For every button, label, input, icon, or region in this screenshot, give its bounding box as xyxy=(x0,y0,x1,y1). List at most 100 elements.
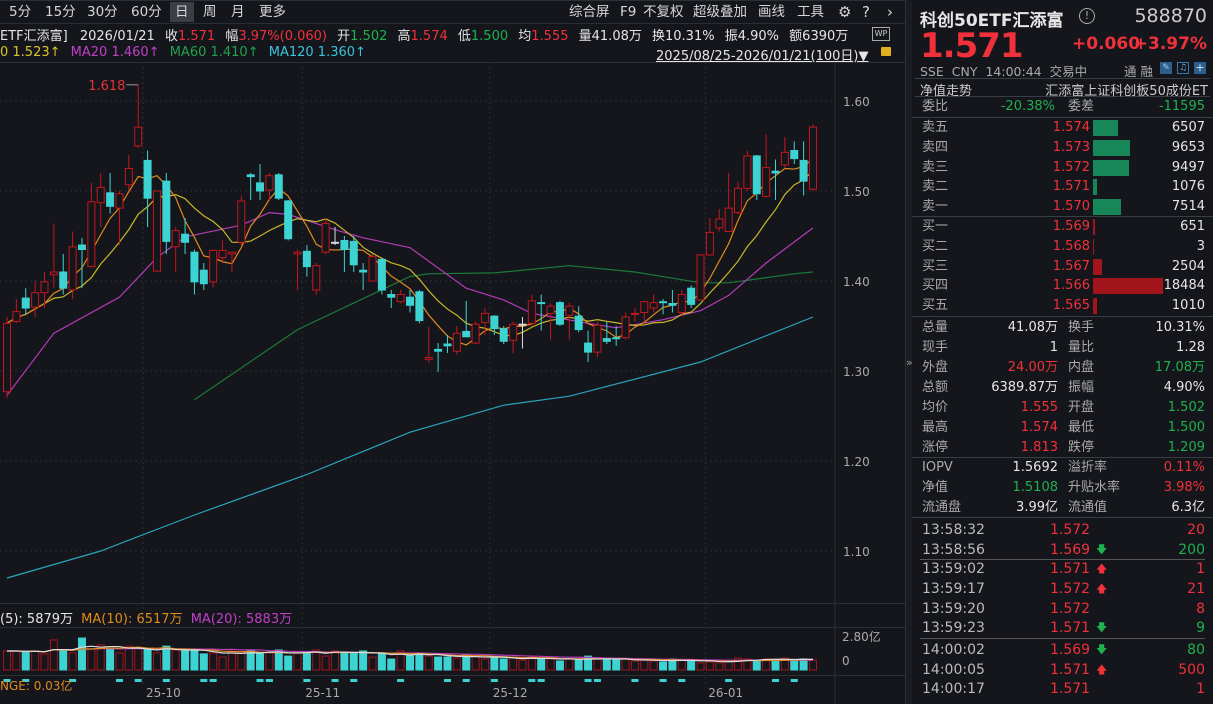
bid-level[interactable]: 买五 1.565 1010 xyxy=(920,296,1205,316)
stat-label: 流通值 xyxy=(1068,500,1108,515)
candle-body xyxy=(87,201,96,268)
period-tab-3[interactable]: 60分 xyxy=(131,4,162,20)
level-volume-bar xyxy=(1093,298,1097,315)
level-volume: 9497 xyxy=(1171,159,1205,175)
stat-value: 10.31% xyxy=(1155,320,1205,335)
period-tab-2[interactable]: 30分 xyxy=(87,4,118,20)
bid-level[interactable]: 买二 1.568 3 xyxy=(920,237,1205,257)
stat-label: 溢折率 xyxy=(1068,460,1108,475)
rong-flag: 融 xyxy=(1140,64,1154,79)
period-tab-4[interactable]: 日 xyxy=(170,2,194,22)
volume-bar xyxy=(237,651,246,671)
kline-chart[interactable]: 1.60 1.50 1.40 1.30 1.20 1.10 25-10 25-11 25-12 2… xyxy=(0,0,905,704)
volume-bar xyxy=(659,661,668,671)
divider xyxy=(912,117,1213,118)
trade-price: 1.572 xyxy=(1050,522,1091,538)
arrow-up-icon: 🡅 xyxy=(1096,562,1108,575)
tool-button-3[interactable]: 超级叠加 xyxy=(693,4,747,20)
nav-trend-row[interactable]: 净值走势 汇添富上证科创板50成份ET xyxy=(915,78,1210,99)
tool-button-5[interactable]: 工具 xyxy=(797,4,824,20)
candle-body xyxy=(668,303,677,306)
volume-bar xyxy=(490,656,499,671)
bid-level[interactable]: 买四 1.566 18484 xyxy=(920,276,1205,296)
chevron-right-icon[interactable]: › xyxy=(887,3,893,21)
candle-body xyxy=(387,294,396,298)
add-icon[interactable]: + xyxy=(1194,61,1206,74)
candle-body xyxy=(424,357,433,360)
stat-value: 1.209 xyxy=(1167,440,1205,455)
divider xyxy=(912,457,1213,458)
date-range-selector[interactable]: 2025/08/25-2026/01/21(100日)▼ xyxy=(656,45,869,64)
candle-body xyxy=(124,168,133,186)
high-label: 高 xyxy=(397,29,411,44)
level-label: 卖一 xyxy=(922,199,949,215)
weicha-value: -11595 xyxy=(1158,99,1205,114)
low-value: 1.500 xyxy=(470,29,509,44)
collapse-chevron-icon[interactable]: » xyxy=(906,356,913,369)
volume-bar xyxy=(602,659,611,671)
bid-level[interactable]: 买三 1.567 2504 xyxy=(920,257,1205,277)
info-icon[interactable]: ! xyxy=(1079,8,1095,24)
candle-body xyxy=(321,222,330,253)
gear-icon[interactable]: ⚙ xyxy=(838,3,852,21)
tool-button-1[interactable]: F9 xyxy=(620,4,637,20)
volume-bar xyxy=(87,648,96,671)
volume-bar xyxy=(349,652,358,671)
candle-body xyxy=(602,338,611,342)
volume-bar xyxy=(209,652,218,671)
edit-icon[interactable]: ✎ xyxy=(1160,62,1172,74)
volume-bar xyxy=(162,645,171,671)
toolbar: 5分 15分 30分 60分日周月更多 综合屏 F9 不复权 超级叠加 画线 工具 ⚙? › xyxy=(0,0,905,24)
period-tab-0[interactable]: 5分 xyxy=(9,4,32,20)
candle-body xyxy=(49,271,58,276)
wp-icon[interactable]: WP xyxy=(872,27,890,41)
candle-body xyxy=(687,287,696,305)
trade-tick: 13:59:02 1.571 🡅 1 xyxy=(920,559,1205,579)
dropdown-triangle-icon[interactable]: ▼ xyxy=(858,49,869,64)
alert-bell-icon[interactable]: ♫ xyxy=(1177,62,1189,74)
lock-icon[interactable] xyxy=(881,47,891,56)
sub-indicator-bar xyxy=(462,679,470,682)
ask-level[interactable]: 卖二 1.571 1076 xyxy=(920,177,1205,197)
candle-body xyxy=(405,296,414,306)
bid-level[interactable]: 买一 1.569 651 xyxy=(920,217,1205,237)
stat-label: 均价 xyxy=(922,400,949,415)
volume-bar xyxy=(574,659,583,671)
stat-label: 总量 xyxy=(922,320,949,335)
candle-body xyxy=(593,324,602,353)
period-tab-7[interactable]: 更多 xyxy=(259,4,286,20)
level-label: 卖四 xyxy=(922,139,949,155)
ask-level[interactable]: 卖三 1.572 9497 xyxy=(920,158,1205,178)
period-tab-1[interactable]: 15分 xyxy=(45,4,76,20)
nav-trend-link[interactable]: 净值走势 xyxy=(920,84,973,99)
tool-button-4[interactable]: 画线 xyxy=(758,4,785,20)
candle-body xyxy=(743,155,752,189)
panel-divider[interactable]: » xyxy=(905,0,913,704)
candle-body xyxy=(612,337,621,340)
turnover-value: 换10.31% xyxy=(652,29,715,44)
candle-body xyxy=(630,312,639,315)
trade-price: 1.571 xyxy=(1050,561,1091,577)
tool-button-2[interactable]: 不复权 xyxy=(643,4,684,20)
sub-indicator-bar xyxy=(659,679,667,682)
weibi-label: 委比 xyxy=(922,99,949,114)
stat-row: 最高 1.574 最低 1.500 xyxy=(920,418,1205,438)
period-tab-6[interactable]: 月 xyxy=(231,4,245,20)
ask-level[interactable]: 卖五 1.574 6507 xyxy=(920,118,1205,138)
period-tab-5[interactable]: 周 xyxy=(203,4,217,20)
candle-body xyxy=(499,328,508,342)
ask-level[interactable]: 卖四 1.573 9653 xyxy=(920,138,1205,158)
tool-button-0[interactable]: 综合屏 xyxy=(569,4,610,20)
amount-value: 额6390万 xyxy=(789,29,849,44)
volume-bar xyxy=(40,653,49,671)
ask-level[interactable]: 卖一 1.570 7514 xyxy=(920,197,1205,217)
candle-body xyxy=(115,193,124,209)
candle-body xyxy=(181,233,190,243)
candle-body xyxy=(780,151,789,166)
volume-bar xyxy=(640,659,649,671)
help-icon[interactable]: ? xyxy=(862,3,870,21)
candle-body xyxy=(349,240,358,266)
candle-body xyxy=(302,250,311,268)
candle-body xyxy=(227,251,236,255)
ma60-legend: MA60 1.410↑ xyxy=(169,45,259,60)
